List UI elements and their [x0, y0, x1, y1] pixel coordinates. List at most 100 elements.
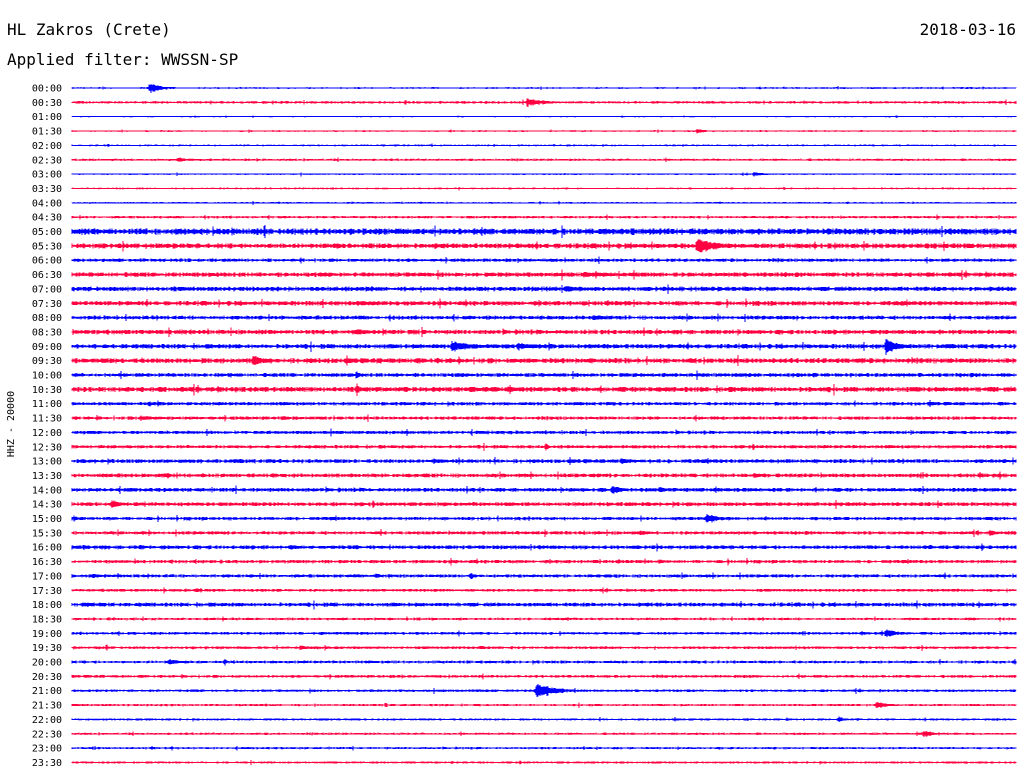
filter-line: Applied filter: WWSSN-SP — [7, 51, 238, 69]
trace-row — [71, 513, 1017, 523]
trace-row — [71, 98, 1017, 108]
trace-row — [71, 644, 1017, 651]
trace-row — [71, 745, 1017, 751]
row-time-label: 09:30 — [32, 356, 62, 367]
trace-row — [71, 313, 1017, 322]
row-time-label: 03:30 — [32, 184, 62, 195]
trace-row — [71, 157, 1017, 163]
row-time-label: 09:00 — [32, 342, 62, 353]
row-time-label: 02:30 — [32, 155, 62, 166]
row-time-label: 12:00 — [32, 428, 62, 439]
trace-row — [71, 256, 1017, 264]
trace-row — [71, 616, 1017, 622]
row-time-label: 23:00 — [32, 744, 62, 755]
trace-row — [71, 143, 1017, 148]
row-time-label: 18:00 — [32, 600, 62, 611]
row-time-label: 19:30 — [32, 643, 62, 654]
trace-row — [71, 355, 1017, 367]
station-title: HL Zakros (Crete) — [7, 20, 171, 39]
row-time-label: 10:00 — [32, 371, 62, 382]
row-time-label: 15:30 — [32, 528, 62, 539]
trace-row — [71, 186, 1017, 191]
trace-row — [71, 83, 1017, 93]
channel-axis-label: HHZ - 20000 — [6, 391, 17, 457]
row-time-label: 07:00 — [32, 284, 62, 295]
trace-row — [71, 716, 1017, 722]
row-time-label: 20:30 — [32, 672, 62, 683]
trace-row — [71, 201, 1017, 205]
trace-row — [71, 115, 1017, 118]
row-time-label: 11:00 — [32, 399, 62, 410]
trace-row — [71, 587, 1017, 594]
row-time-label: 10:30 — [32, 385, 62, 396]
row-time-label: 17:30 — [32, 586, 62, 597]
row-time-label: 03:00 — [32, 170, 62, 181]
row-time-label: 00:30 — [32, 98, 62, 109]
row-time-label: 19:00 — [32, 629, 62, 640]
row-time-label: 04:00 — [32, 198, 62, 209]
row-time-label: 05:00 — [32, 227, 62, 238]
trace-row — [71, 702, 1017, 709]
trace-row — [71, 658, 1017, 666]
trace-row — [71, 485, 1017, 495]
row-time-label: 14:30 — [32, 500, 62, 511]
filter-name: WWSSN-SP — [161, 50, 239, 69]
trace-row — [71, 543, 1017, 552]
trace-row — [71, 529, 1017, 537]
trace-row — [71, 456, 1017, 465]
row-time-label: 17:00 — [32, 571, 62, 582]
trace-row — [71, 428, 1017, 437]
trace-row — [71, 338, 1017, 355]
trace-row — [71, 171, 1017, 177]
row-time-label: 23:30 — [32, 758, 62, 769]
row-time-label: 05:30 — [32, 241, 62, 252]
row-time-label: 06:00 — [32, 256, 62, 267]
trace-row — [71, 224, 1017, 239]
row-time-label: 11:30 — [32, 414, 62, 425]
row-label-layer: 00:00 00:30 01:00 01:30 02:00 02:30 03:00 03:30… — [32, 84, 62, 769]
row-time-label: 13:30 — [32, 471, 62, 482]
trace-row — [71, 558, 1017, 566]
trace-row — [71, 600, 1017, 610]
filter-label: Applied filter: — [7, 50, 152, 69]
trace-row — [71, 629, 1017, 637]
row-time-label: 16:00 — [32, 543, 62, 554]
trace-row — [71, 443, 1017, 451]
row-time-label: 13:00 — [32, 457, 62, 468]
trace-row — [71, 383, 1017, 397]
row-time-label: 21:00 — [32, 686, 62, 697]
trace-row — [71, 128, 1017, 134]
trace-row — [71, 327, 1017, 338]
row-time-label: 20:00 — [32, 658, 62, 669]
trace-row — [71, 370, 1017, 381]
trace-row — [71, 298, 1017, 309]
row-time-label: 16:30 — [32, 557, 62, 568]
trace-row — [71, 760, 1017, 766]
trace-layer — [71, 83, 1017, 766]
row-time-label: 04:30 — [32, 213, 62, 224]
trace-row — [71, 471, 1017, 480]
row-time-label: 01:00 — [32, 112, 62, 123]
trace-row — [71, 500, 1017, 509]
trace-row — [71, 400, 1017, 407]
date-label: 2018-03-16 — [919, 20, 1016, 39]
row-time-label: 21:30 — [32, 701, 62, 712]
row-time-label: 08:30 — [32, 327, 62, 338]
row-time-label: 18:30 — [32, 614, 62, 625]
trace-row — [71, 673, 1017, 680]
trace-row — [71, 572, 1017, 580]
trace-row — [71, 284, 1017, 295]
row-time-label: 22:30 — [32, 729, 62, 740]
trace-row — [71, 239, 1017, 253]
row-time-label: 14:00 — [32, 485, 62, 496]
row-time-label: 08:00 — [32, 313, 62, 324]
row-time-label: 12:30 — [32, 442, 62, 453]
row-time-label: 06:30 — [32, 270, 62, 281]
row-time-label: 01:30 — [32, 127, 62, 138]
row-time-label: 00:00 — [32, 84, 62, 95]
trace-row — [71, 414, 1017, 422]
row-time-label: 07:30 — [32, 299, 62, 310]
row-time-label: 02:00 — [32, 141, 62, 152]
trace-row — [71, 684, 1017, 697]
